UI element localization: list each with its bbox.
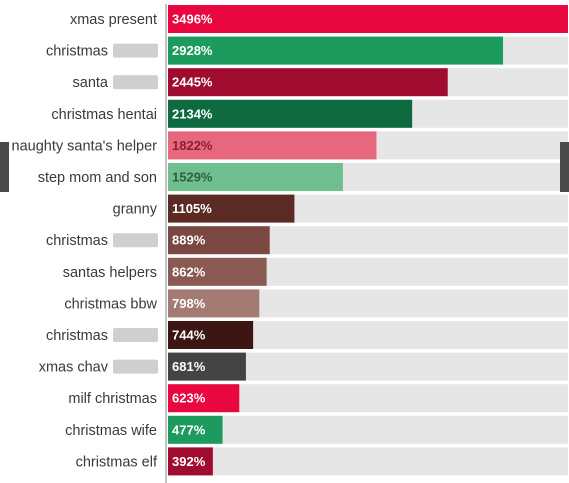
bar-value-label: 1822% [172, 138, 213, 153]
bar-row: 744% christmas [46, 321, 568, 349]
bar [168, 352, 246, 381]
left-edge-marker [0, 142, 9, 192]
bar [168, 5, 568, 33]
bar-value-label: 744% [172, 328, 206, 343]
bar-value-label: 477% [172, 422, 206, 437]
category-label: naughty santa's helper [12, 138, 158, 154]
category-label: christmas [46, 328, 108, 344]
bar [168, 99, 413, 128]
category-label: christmas [46, 233, 108, 249]
bar-value-label: 2134% [172, 106, 213, 121]
bar-value-label: 681% [172, 359, 206, 374]
category-label: santa [73, 75, 109, 91]
bar-row: 623% milf christmas [68, 384, 568, 413]
bar [168, 384, 240, 413]
category-label: granny [113, 202, 158, 218]
category-label: step mom and son [38, 170, 157, 186]
bar [168, 321, 254, 349]
bar-value-label: 392% [172, 454, 206, 469]
bar [168, 289, 260, 318]
redaction-blur [113, 328, 158, 342]
category-label: christmas elf [76, 454, 158, 470]
right-edge-marker [560, 142, 569, 192]
bar [168, 68, 448, 97]
bar-row: 681% xmas chav [39, 352, 568, 381]
bar-track [168, 447, 568, 476]
bar [168, 447, 213, 476]
redaction-blur [113, 359, 158, 374]
bar-row: 798% christmas bbw [64, 289, 568, 318]
bar-row: 3496% xmas present [70, 5, 568, 33]
category-label: christmas hentai [51, 107, 157, 123]
bar [168, 415, 223, 444]
bar [168, 131, 377, 160]
bars-layer: 3496% xmas present 2928% christmas 2445% sant… [12, 5, 568, 476]
bar-value-label: 1529% [172, 170, 213, 185]
bar [168, 163, 343, 191]
bar-row: 1529% step mom and son [38, 163, 568, 191]
bar [168, 226, 270, 255]
bar-row: 392% christmas elf [76, 447, 568, 476]
redaction-blur [113, 43, 158, 58]
bar-row: 2134% christmas hentai [51, 99, 568, 128]
bar [168, 257, 267, 286]
bar-row: 2445% santa [73, 68, 568, 97]
redaction-blur [113, 233, 158, 248]
bar-value-label: 2928% [172, 43, 213, 58]
redaction-blur [113, 75, 158, 90]
bar-value-label: 798% [172, 296, 206, 311]
bar-row: 1105% granny [113, 194, 568, 223]
bar-row: 477% christmas wife [65, 415, 568, 444]
bar-value-label: 889% [172, 233, 206, 248]
bar [168, 36, 504, 65]
category-label: xmas present [70, 12, 157, 28]
bar-track [168, 415, 568, 444]
bar-row: 862% santas helpers [63, 257, 568, 286]
bar-value-label: 2445% [172, 75, 213, 90]
category-label: xmas chav [39, 360, 109, 376]
bar-row: 889% christmas [46, 226, 568, 255]
bar-value-label: 1105% [172, 201, 212, 216]
bar-value-label: 623% [172, 391, 206, 406]
bar-value-label: 862% [172, 264, 206, 279]
bar-row: 2928% christmas [46, 36, 568, 65]
category-label: christmas wife [65, 423, 157, 439]
category-label: milf christmas [68, 391, 157, 407]
bar [168, 194, 295, 223]
bar-row: 1822% naughty santa's helper [12, 131, 568, 160]
category-label: santas helpers [63, 265, 157, 281]
bar-value-label: 3496% [172, 12, 213, 27]
category-label: christmas [46, 44, 108, 60]
category-label: christmas bbw [64, 296, 157, 312]
